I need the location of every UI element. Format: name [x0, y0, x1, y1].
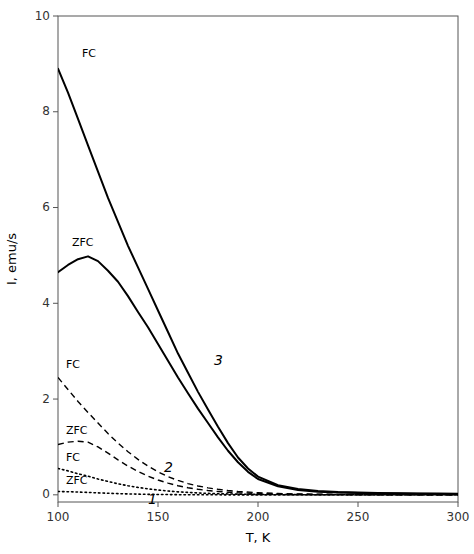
y-tick [53, 111, 58, 112]
line [58, 256, 458, 494]
y-tick-label: 0 [42, 487, 50, 501]
x-tick [158, 502, 159, 507]
line [58, 468, 458, 494]
y-tick-label: 10 [35, 9, 50, 23]
y-tick-label: 2 [42, 392, 50, 406]
x-tick-label: 100 [47, 510, 70, 524]
line [58, 491, 458, 494]
annotation: 3 [214, 352, 223, 368]
annotation: ZFC [72, 236, 94, 249]
x-axis-label: T, K [245, 530, 271, 545]
plot-frame [58, 16, 458, 502]
y-tick [53, 16, 58, 17]
line [58, 441, 458, 495]
y-axis-label: I, emu/s [4, 233, 19, 285]
annotation: FC [82, 47, 96, 60]
line [58, 378, 458, 495]
y-tick-label: 6 [42, 200, 50, 214]
y-tick [53, 207, 58, 208]
annotation: 2 [164, 459, 173, 475]
y-tick [53, 303, 58, 304]
annotation: 1 [148, 491, 157, 507]
y-tick-label: 4 [42, 296, 50, 310]
y-tick [53, 399, 58, 400]
annotation: ZFC [66, 474, 88, 487]
annotation: FC [66, 451, 80, 464]
line [58, 69, 458, 494]
x-tick [458, 502, 459, 507]
chart: 100 150 200 250 300 0 2 4 6 8 10 T, K I, emu/s FC ZFC 3… [0, 0, 474, 554]
y-tick [53, 494, 58, 495]
x-tick-label: 300 [447, 510, 470, 524]
annotation: ZFC [66, 424, 88, 437]
x-tick [58, 502, 59, 507]
plot-area [58, 69, 458, 495]
y-tick-label: 8 [42, 104, 50, 118]
x-tick-label: 200 [247, 510, 270, 524]
annotation: FC [66, 358, 80, 371]
x-tick [258, 502, 259, 507]
x-tick-label: 250 [347, 510, 370, 524]
x-tick [358, 502, 359, 507]
x-tick-label: 150 [147, 510, 170, 524]
